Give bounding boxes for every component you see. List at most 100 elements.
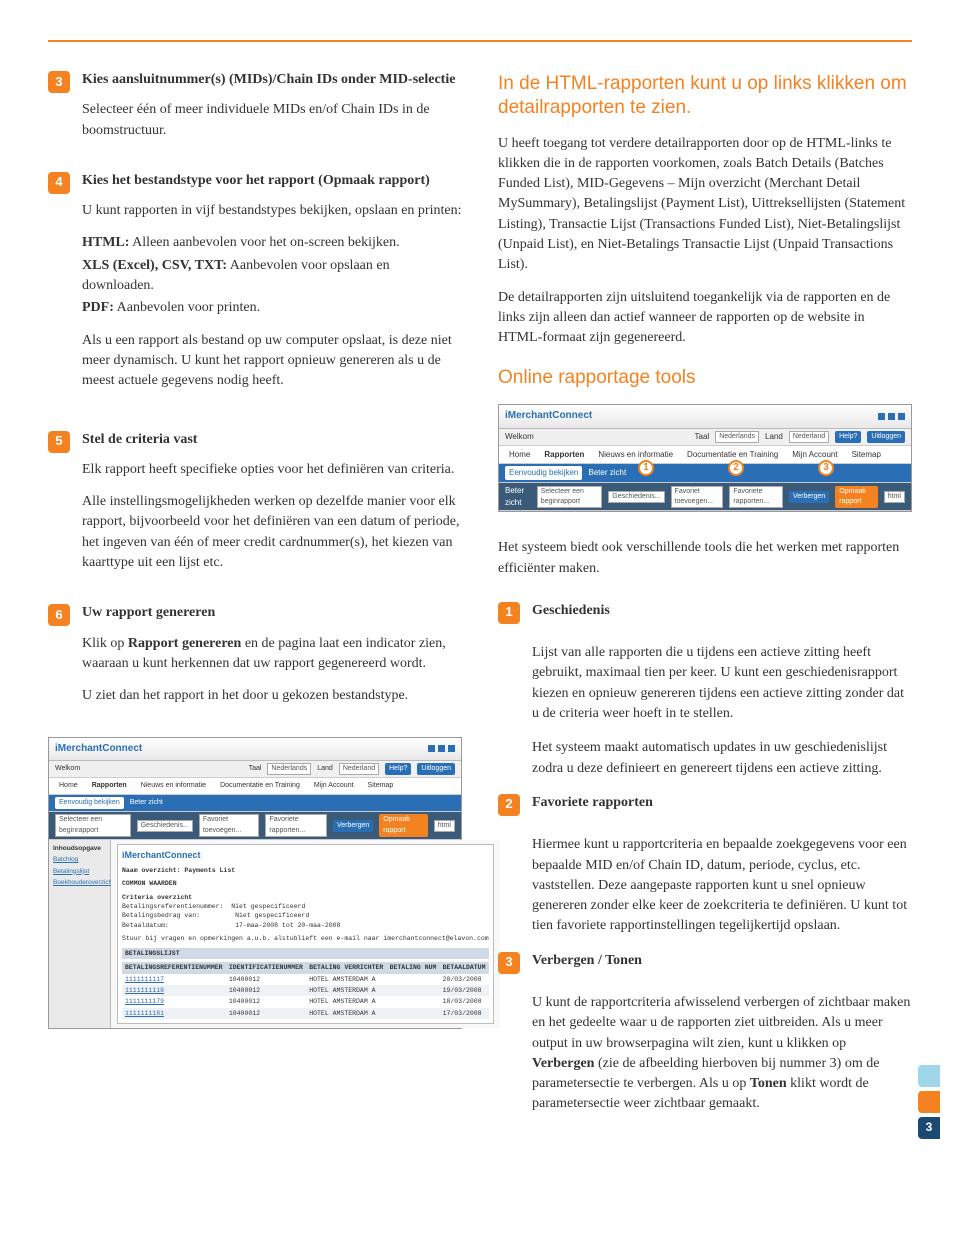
ss-logo: iMerchantConnect xyxy=(55,742,142,757)
bold-text: Tonen xyxy=(750,1076,787,1091)
step-5: 5 Stel de criteria vast Elk rapport heef… xyxy=(48,430,462,586)
ss-tab: Rapporten xyxy=(88,780,131,792)
ss-td: 1111111117 xyxy=(122,974,226,985)
step-title: Stel de criteria vast xyxy=(82,430,462,450)
ss-td xyxy=(387,985,440,996)
ss-th: IDENTIFICATIENUMMER xyxy=(226,962,306,973)
ss-table: BETALINGSREFERENTIENUMMER IDENTIFICATIEN… xyxy=(122,962,489,1019)
ss-field: Favoriet toevoegen... xyxy=(671,486,724,508)
sub-title: Verbergen / Tonen xyxy=(532,951,912,971)
ss-field: Favoriete rapporten... xyxy=(265,814,327,836)
ss-td: HOTEL AMSTERDAM A xyxy=(306,1008,386,1019)
bold-text: Verbergen xyxy=(532,1056,594,1071)
ss-toprow: Welkom Taal Nederlands Land Nederland He… xyxy=(499,429,911,446)
ss-toolbar: Selecteer een beginrapport Geschiedenis.… xyxy=(49,812,461,839)
top-rule xyxy=(48,40,912,42)
step-paragraph: U kunt rapporten in vijf bestandstypes b… xyxy=(82,201,462,221)
ss-taal-value: Nederlands xyxy=(267,763,311,775)
ss-line: Betalingsreferentienummer: Niet gespecif… xyxy=(122,902,489,911)
ss-td: 10400012 xyxy=(226,996,306,1007)
two-column-layout: 3 Kies aansluitnummer(s) (MIDs)/Chain ID… xyxy=(48,70,912,1129)
format-desc: Aanbevolen voor printen. xyxy=(114,300,260,315)
ss-sidebar: Inhoudsopgave Batchlog Betalingslijst Bo… xyxy=(49,840,111,1029)
step-body: Kies het bestandstype voor het rapport (… xyxy=(82,171,462,404)
ss-titlebar: iMerchantConnect xyxy=(499,405,911,429)
ss-tab: Sitemap xyxy=(848,448,885,462)
step-number-badge: 4 xyxy=(48,172,70,194)
ss-logo: iMerchantConnect xyxy=(505,409,592,424)
section-heading: Online rapportage tools xyxy=(498,366,912,390)
step-body: Kies aansluitnummer(s) (MIDs)/Chain IDs … xyxy=(82,70,462,153)
ss-td: 10400012 xyxy=(226,1008,306,1019)
ss-td: 10400012 xyxy=(226,974,306,985)
step-3: 3 Kies aansluitnummer(s) (MIDs)/Chain ID… xyxy=(48,70,462,153)
ss-th: BETALING VERRICHTER xyxy=(306,962,386,973)
sub-body: Geschiedenis xyxy=(532,601,912,629)
ss-tab: Mijn Account xyxy=(310,780,358,792)
ss-subtab: Eenvoudig bekijken xyxy=(505,466,582,480)
step-paragraph: U ziet dan het rapport in het door u gek… xyxy=(82,686,462,706)
ss-taal-label: Taal xyxy=(249,764,262,774)
ss-td: 17/03/2008 xyxy=(440,1008,489,1019)
format-line: PDF: Aanbevolen voor printen. xyxy=(82,298,462,318)
left-column: 3 Kies aansluitnummer(s) (MIDs)/Chain ID… xyxy=(48,70,462,1129)
ss-field: Favoriete rapporten... xyxy=(729,486,783,508)
ss-taal-value: Nederlands xyxy=(715,431,759,443)
ss-line: Betaaldatum: 17-maa-2008 tot 20-maa-2008 xyxy=(122,921,489,930)
sub-title: Geschiedenis xyxy=(532,601,912,621)
paragraph: Lijst van alle rapporten die u tijdens e… xyxy=(532,643,912,724)
ss-btn: Opmaak rapport xyxy=(835,486,877,508)
ss-row: 111111118110400012HOTEL AMSTERDAM A 17/03… xyxy=(122,1008,489,1019)
step-number-badge: 2 xyxy=(498,794,520,816)
ss-th: BETALING NUM xyxy=(387,962,440,973)
ss-window-controls xyxy=(428,745,455,752)
step-paragraph: Selecteer één of meer individuele MIDs e… xyxy=(82,100,462,141)
sub-body: Verbergen / Tonen xyxy=(532,951,912,979)
ss-window-controls xyxy=(878,413,905,420)
ss-tab: Nieuws en informatie xyxy=(594,448,677,462)
ss-welkom: Welkom xyxy=(55,764,80,774)
paragraph: U kunt de rapportcriteria afwisselend ve… xyxy=(532,993,912,1115)
ss-side-link: Betalingslijst xyxy=(53,867,106,876)
ss-tab: Rapporten xyxy=(540,448,588,462)
ss-line: Naam overzicht: Payments List xyxy=(122,866,489,875)
ss-tab: Documentatie en Training xyxy=(216,780,304,792)
indent-block: Lijst van alle rapporten die u tijdens e… xyxy=(532,643,912,779)
ss-td: 1111111179 xyxy=(122,996,226,1007)
sub-body: Favoriete rapporten xyxy=(532,793,912,821)
ss-content: Inhoudsopgave Batchlog Betalingslijst Bo… xyxy=(49,840,461,1029)
ss-toprow: Welkom Taal Nederlands Land Nederland He… xyxy=(49,761,461,778)
ss-subrow: Eenvoudig bekijken Beter zicht xyxy=(49,795,461,812)
ss-tab: Mijn Account xyxy=(788,448,841,462)
ss-side-hdr: Inhoudsopgave xyxy=(53,844,106,853)
ss-td xyxy=(387,974,440,985)
step-6: 6 Uw rapport genereren Klik op Rapport g… xyxy=(48,603,462,718)
format-label: XLS (Excel), CSV, TXT: xyxy=(82,258,227,273)
tool-item-3: 3 Verbergen / Tonen xyxy=(498,951,912,979)
text: Klik op xyxy=(82,636,128,651)
ss-td: 1111111118 xyxy=(122,985,226,996)
ss-btn: Opmaak rapport xyxy=(379,814,427,836)
step-paragraph: Als u een rapport als bestand op uw comp… xyxy=(82,331,462,392)
step-number-badge: 3 xyxy=(48,71,70,93)
ss-side-link: Boekhouderoverzicht xyxy=(53,878,106,887)
ss-tab: Home xyxy=(505,448,534,462)
ss-help: Help? xyxy=(835,431,861,443)
ss-row: 111111111810400012HOTEL AMSTERDAM A19/03… xyxy=(122,985,489,996)
ss-subtab: Beter zicht xyxy=(130,798,163,808)
ss-line: Stuur bij vragen en opmerkingen a.u.b. a… xyxy=(122,934,489,943)
ss-row: 111111111710400012HOTEL AMSTERDAM A20/03… xyxy=(122,974,489,985)
ss-td: 1111111181 xyxy=(122,1008,226,1019)
ss-titlebar: iMerchantConnect xyxy=(49,738,461,762)
ss-row: 111111117910400012HOTEL AMSTERDAM A18/03… xyxy=(122,996,489,1007)
format-desc: Alleen aanbevolen voor het on-screen bek… xyxy=(129,235,399,250)
ss-field: Geschiedenis... xyxy=(608,491,664,503)
paragraph: De detailrapporten zijn uitsluitend toeg… xyxy=(498,288,912,349)
step-title: Kies aansluitnummer(s) (MIDs)/Chain IDs … xyxy=(82,70,462,90)
ss-field: html xyxy=(884,491,905,503)
ss-td xyxy=(387,996,440,1007)
step-paragraph: Elk rapport heeft specifieke opties voor… xyxy=(82,460,462,480)
ss-land-label: Land xyxy=(317,764,333,774)
sub-title: Favoriete rapporten xyxy=(532,793,912,813)
step-paragraph: Alle instellingsmogelijkheden werken op … xyxy=(82,492,462,573)
